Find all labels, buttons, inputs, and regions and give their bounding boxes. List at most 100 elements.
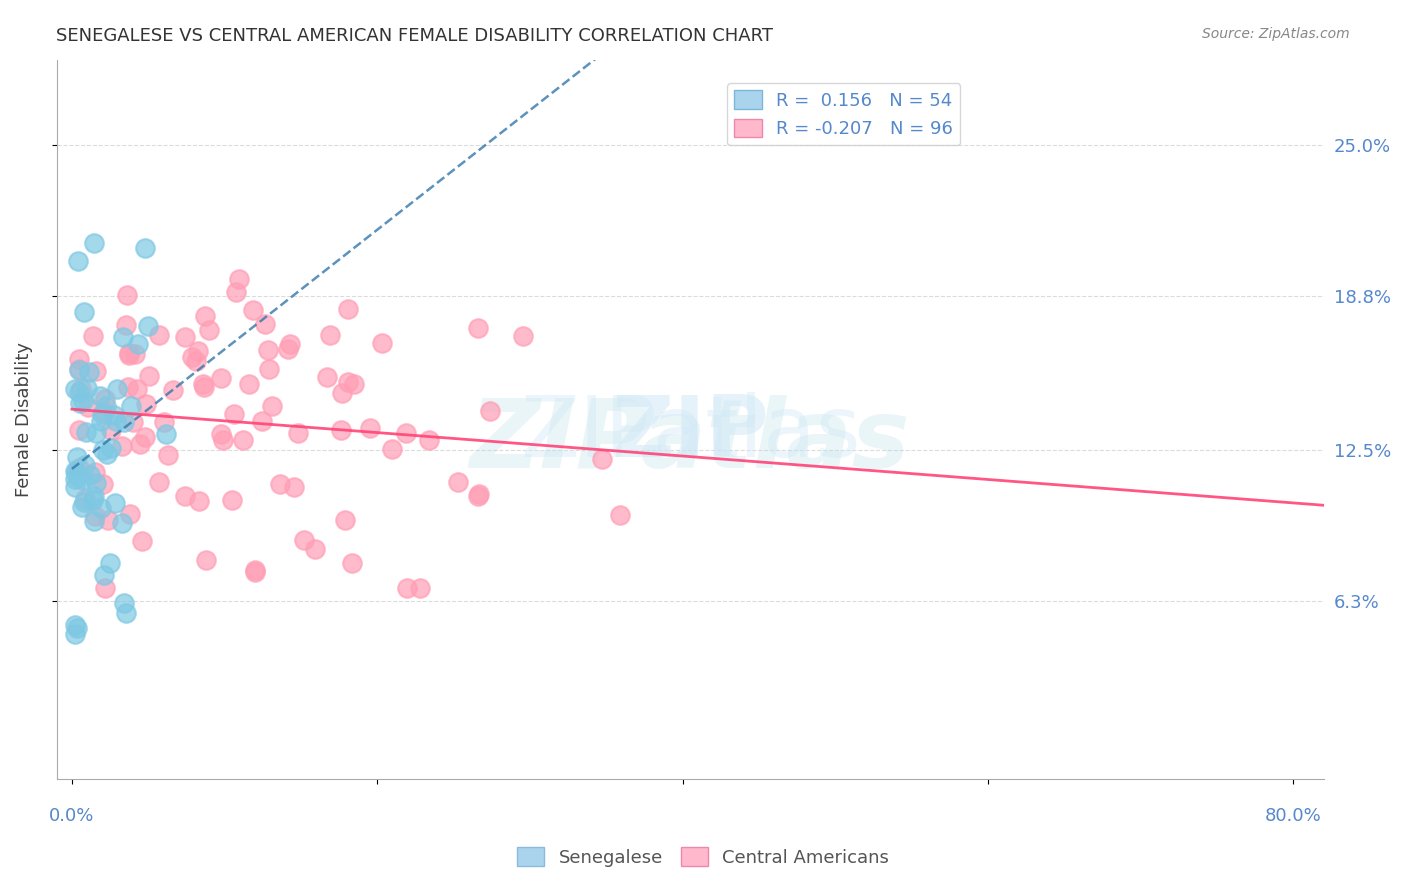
Legend: Senegalese, Central Americans: Senegalese, Central Americans [509,840,897,874]
Senegalese [75,458,97,472]
Central Americans [209,427,232,442]
Central Americans [257,343,280,358]
Central Americans [93,405,115,419]
Central Americans [467,320,489,334]
Central Americans [83,465,105,479]
Central Americans [243,565,266,579]
Senegalese [104,496,127,510]
Central Americans [193,380,215,394]
Senegalese [114,415,136,429]
Central Americans [131,533,153,548]
Senegalese [73,494,96,508]
Central Americans [243,563,266,577]
Central Americans [77,400,100,414]
Central Americans [359,421,381,435]
Y-axis label: Female Disability: Female Disability [15,342,32,497]
Senegalese [120,400,142,414]
Central Americans [188,494,211,508]
Senegalese [104,414,127,428]
Central Americans [315,370,337,384]
Senegalese [98,556,121,570]
Central Americans [162,383,184,397]
Central Americans [117,380,139,394]
Central Americans [194,552,217,566]
Central Americans [97,513,120,527]
Central Americans [292,533,315,547]
Central Americans [467,489,489,503]
Central Americans [181,351,204,365]
Central Americans [70,382,93,396]
Senegalese [83,514,105,528]
Central Americans [253,317,276,331]
Text: ZIP: ZIP [612,392,769,475]
Senegalese [112,596,135,610]
Senegalese [65,469,87,483]
Senegalese [83,490,105,504]
Senegalese [63,382,86,396]
Senegalese [63,627,86,641]
Central Americans [260,399,283,413]
Senegalese [91,442,114,457]
Central Americans [512,328,534,343]
Senegalese [63,618,86,632]
Central Americans [337,375,360,389]
Central Americans [174,330,197,344]
Central Americans [191,376,214,391]
Senegalese [103,408,125,422]
Central Americans [447,475,470,490]
Senegalese [90,501,112,516]
Central Americans [94,582,117,596]
Text: Source: ZipAtlas.com: Source: ZipAtlas.com [1202,27,1350,41]
Central Americans [124,347,146,361]
Senegalese [111,516,134,530]
Legend: R =  0.156   N = 54, R = -0.207   N = 96: R = 0.156 N = 54, R = -0.207 N = 96 [727,83,960,145]
Central Americans [591,451,613,466]
Central Americans [224,408,246,422]
Senegalese [69,396,91,410]
Central Americans [82,329,104,343]
Central Americans [319,327,342,342]
Senegalese [63,473,86,487]
Central Americans [221,493,243,508]
Central Americans [134,430,156,444]
Central Americans [287,426,309,441]
Senegalese [82,493,104,508]
Central Americans [330,423,353,437]
Central Americans [269,477,291,491]
Central Americans [232,433,254,447]
Central Americans [198,323,221,337]
Central Americans [153,415,176,429]
Central Americans [84,364,107,378]
Central Americans [409,581,432,595]
Senegalese [134,241,156,255]
Text: SENEGALESE VS CENTRAL AMERICAN FEMALE DISABILITY CORRELATION CHART: SENEGALESE VS CENTRAL AMERICAN FEMALE DI… [56,27,773,45]
Senegalese [77,365,100,379]
Central Americans [129,437,152,451]
Central Americans [609,508,631,523]
Central Americans [135,397,157,411]
Central Americans [340,556,363,570]
Central Americans [125,383,148,397]
Central Americans [120,507,142,521]
Central Americans [330,385,353,400]
Central Americans [118,348,141,362]
Senegalese [94,399,117,413]
Text: 0.0%: 0.0% [49,806,94,825]
Senegalese [111,329,134,343]
Central Americans [67,423,90,437]
Senegalese [72,474,94,488]
Central Americans [111,439,134,453]
Senegalese [66,450,89,465]
Senegalese [93,568,115,582]
Senegalese [155,427,177,442]
Central Americans [184,354,207,368]
Senegalese [66,253,89,268]
Central Americans [418,433,440,447]
Central Americans [67,352,90,367]
Central Americans [118,346,141,360]
Central Americans [114,318,136,333]
Central Americans [283,480,305,494]
Senegalese [96,447,118,461]
Senegalese [67,385,90,400]
Central Americans [225,285,247,299]
